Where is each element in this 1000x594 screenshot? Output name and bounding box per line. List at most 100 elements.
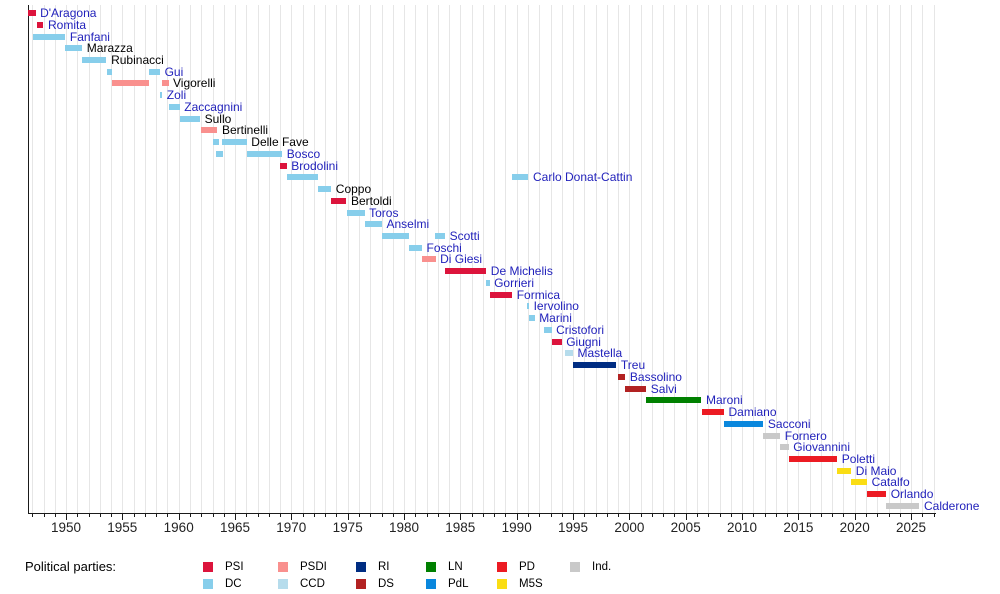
gridline [43, 5, 45, 513]
minister-label[interactable]: Damiano [728, 405, 777, 419]
legend-swatch [356, 578, 366, 589]
axis-tick-label: 2025 [895, 519, 927, 535]
minister-label[interactable]: Foschi [426, 240, 462, 255]
gridline [133, 5, 135, 513]
term-bar [646, 397, 702, 404]
minister-label[interactable]: Sacconi [767, 416, 811, 431]
minister-label[interactable]: Gui [164, 64, 184, 79]
term-bar [318, 186, 332, 192]
minister-label[interactable]: Brodolini [291, 158, 338, 173]
axis-tick [651, 513, 653, 517]
term-bar [565, 350, 573, 357]
term-bar [82, 56, 107, 63]
axis-tick [426, 513, 428, 517]
minister-label[interactable]: Bosco [286, 146, 321, 161]
gridline [313, 5, 315, 513]
gridline [730, 5, 732, 513]
minister-label[interactable]: Zaccagnini [184, 99, 243, 114]
gridline [584, 5, 586, 513]
axis-tick [708, 513, 710, 517]
minister-label[interactable]: Bassolino [629, 369, 682, 384]
axis-tick [32, 513, 34, 517]
y-axis [28, 5, 30, 513]
minister-label[interactable]: De Michelis [490, 264, 553, 279]
minister-label[interactable]: Giovannini [793, 440, 850, 455]
axis-tick [606, 513, 608, 517]
legend-swatch [570, 561, 580, 572]
minister-label[interactable]: Marini [539, 311, 572, 326]
gridline [302, 5, 304, 513]
term-bar [161, 80, 169, 87]
axis-tick [111, 513, 113, 517]
axis-tick [201, 513, 203, 517]
minister-label[interactable]: Fanfani [69, 29, 110, 44]
minister-label[interactable]: Salvi [650, 381, 677, 396]
minister-label[interactable]: Formica [516, 287, 561, 302]
minister-label[interactable]: Poletti [841, 451, 876, 466]
minister-label[interactable]: Anselmi [386, 217, 430, 232]
axis-tick [742, 513, 743, 520]
axis-tick [697, 513, 698, 517]
axis-tick [54, 513, 56, 517]
gridline [798, 5, 800, 513]
legend-item-label: RI [378, 561, 390, 573]
gridline [144, 5, 146, 513]
gridline [674, 5, 676, 513]
legend-swatch [203, 561, 213, 572]
axis-tick-label: 1950 [50, 519, 82, 535]
gridline [854, 5, 856, 513]
minister-label[interactable]: Di Giesi [440, 252, 483, 267]
term-bar [618, 373, 626, 380]
minister-label[interactable]: Giugni [566, 334, 601, 349]
axis-tick [178, 513, 180, 520]
gridline [820, 5, 822, 513]
gridline [437, 5, 439, 513]
minister-label[interactable]: D'Aragona [40, 6, 97, 20]
minister-label[interactable]: Catalfo [871, 475, 910, 490]
term-bar [331, 197, 347, 204]
gridline [223, 5, 225, 513]
axis-tick [482, 513, 484, 517]
minister-label[interactable]: Carlo Donat-Cattin [533, 170, 633, 185]
minister-label[interactable]: Di Maio [855, 463, 897, 478]
gridline [54, 5, 56, 513]
axis-tick [494, 513, 496, 517]
gridline [911, 5, 912, 513]
term-bar [201, 127, 218, 134]
minister-label[interactable]: Fornero [784, 428, 827, 443]
gridline [449, 5, 451, 513]
minister-label[interactable]: Treu [620, 358, 646, 372]
axis-tick [584, 513, 586, 517]
minister-label[interactable]: Iervolino [533, 299, 579, 314]
axis-tick [618, 513, 620, 517]
gridline [888, 5, 890, 513]
gridline [88, 5, 90, 513]
minister-label[interactable]: Toros [369, 205, 399, 220]
term-bar [422, 256, 436, 263]
minister-label[interactable]: Mastella [577, 346, 623, 361]
axis-tick-label: 1960 [163, 519, 194, 535]
legend-title: Political parties: [25, 559, 117, 574]
minister-label[interactable]: Romita [48, 17, 87, 32]
term-bar [851, 479, 868, 486]
gridline [753, 5, 755, 513]
minister-label[interactable]: Cristofori [556, 322, 605, 337]
gridline [392, 5, 394, 513]
axis-tick [156, 513, 158, 517]
minister-label[interactable]: Calderone [924, 498, 980, 513]
gridline [899, 5, 901, 513]
minister-label[interactable]: Orlando [890, 487, 934, 502]
term-bar [106, 68, 112, 75]
gridline [640, 5, 642, 513]
minister-label[interactable]: Zoli [166, 88, 187, 103]
minister-label[interactable]: Maroni [706, 393, 743, 408]
term-bar [551, 338, 562, 345]
minister-label[interactable]: Scotti [449, 229, 480, 243]
axis-tick [820, 513, 822, 517]
legend-item-label: DC [225, 578, 242, 590]
axis-tick [911, 513, 912, 520]
gridline [471, 5, 473, 513]
minister-label[interactable]: Gorrieri [494, 275, 535, 290]
term-bar [435, 233, 446, 239]
